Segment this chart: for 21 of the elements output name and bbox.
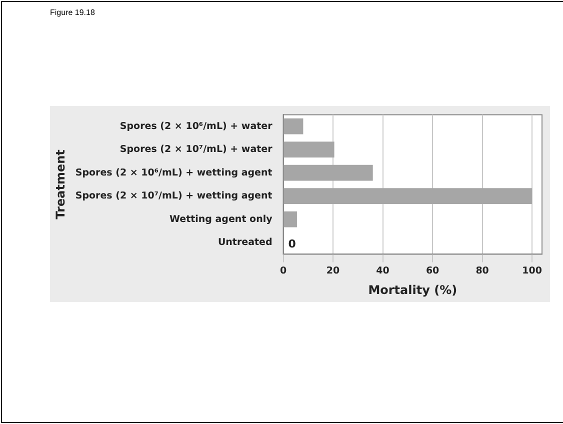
y-tick-label: Wetting agent only xyxy=(169,214,274,225)
y-tick-label: Spores (2 × 10⁷/mL) + water xyxy=(120,144,273,156)
y-axis-title: Treatment xyxy=(53,149,68,220)
data-label: 0 xyxy=(288,237,296,250)
x-tick-label: 60 xyxy=(426,265,440,276)
bar xyxy=(284,142,334,158)
y-tick-label: Spores (2 × 10⁶/mL) + water xyxy=(120,120,273,132)
text: Figure 19.18 xyxy=(50,8,95,17)
x-tick-label: 100 xyxy=(522,265,542,276)
y-tick-label: Spores (2 × 10⁶/mL) + wetting agent xyxy=(75,167,273,178)
x-axis-title: Mortality (%) xyxy=(368,282,458,297)
bar xyxy=(284,188,532,204)
y-tick-label: Spores (2 × 10⁷/mL) + wetting agent xyxy=(75,190,273,202)
bar xyxy=(284,211,297,228)
bar xyxy=(284,118,304,134)
x-tick-label: 20 xyxy=(326,265,340,276)
y-tick-label: Untreated xyxy=(218,237,272,248)
x-tick-label: 80 xyxy=(476,265,490,276)
bar xyxy=(284,164,373,181)
x-tick-label: 40 xyxy=(376,265,390,276)
x-tick-label: 0 xyxy=(280,265,287,276)
